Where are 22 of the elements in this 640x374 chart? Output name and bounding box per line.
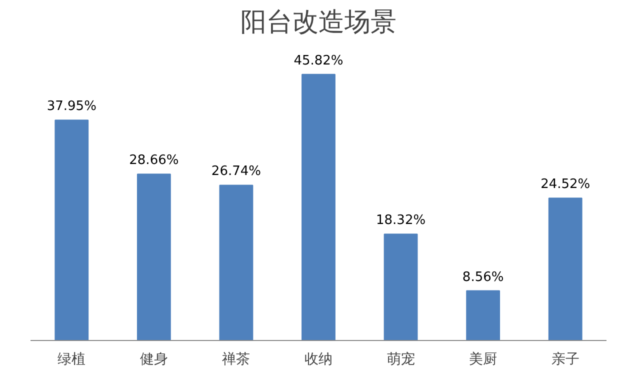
data-label: 24.52% (540, 177, 590, 192)
bar (54, 120, 89, 340)
data-label: 45.82% (294, 53, 344, 68)
x-tick-label: 健身 (140, 352, 168, 368)
bar (548, 198, 582, 340)
data-label: 8.56% (462, 270, 504, 285)
x-tick-label: 美厨 (469, 352, 498, 368)
x-tick-label: 禅茶 (222, 352, 250, 368)
data-label: 26.74% (211, 164, 262, 180)
data-label: 28.66% (129, 153, 179, 168)
x-tick-label: 亲子 (551, 352, 580, 368)
bar (384, 234, 418, 340)
chart-title: 阳台改造场景 (240, 8, 396, 38)
data-label: 18.32% (376, 213, 426, 228)
x-tick-label: 绿植 (58, 352, 86, 368)
bar (466, 290, 500, 340)
x-tick-label: 收纳 (304, 352, 332, 368)
x-tick-label: 萌宠 (386, 352, 415, 368)
data-label: 37.95% (46, 99, 96, 114)
bar (302, 74, 336, 340)
bar (219, 184, 254, 340)
bar (136, 174, 171, 340)
